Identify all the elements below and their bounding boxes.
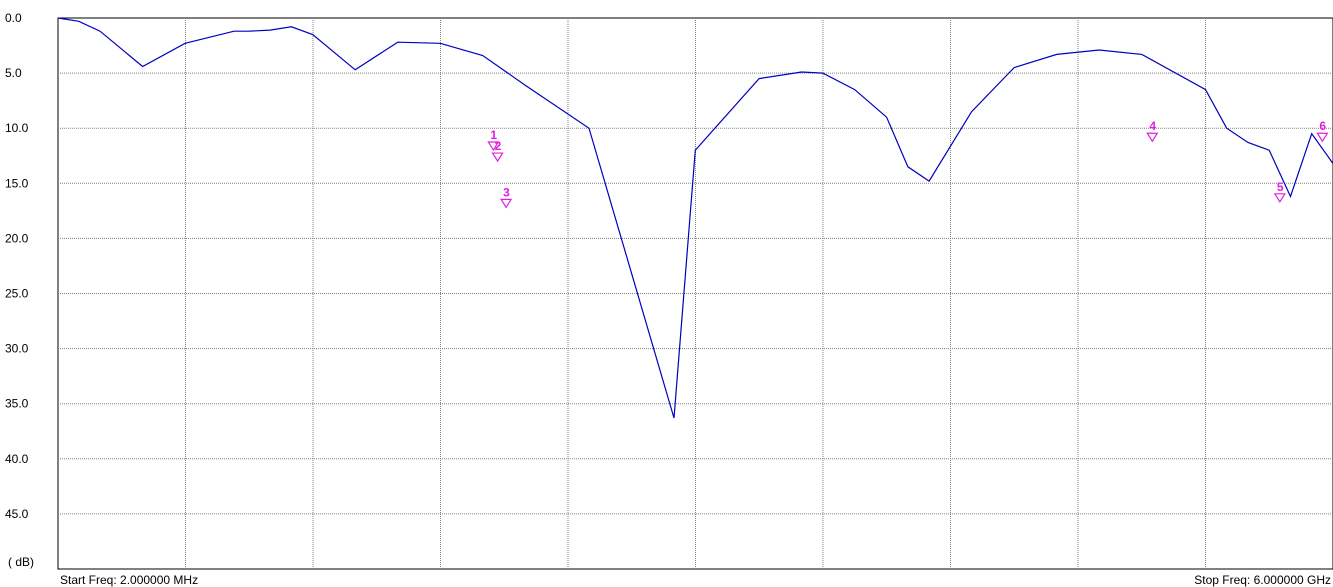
y-tick-label: 20.0 <box>5 231 29 245</box>
y-tick-label: 25.0 <box>5 287 29 301</box>
start-freq-label: Start Freq: 2.000000 MHz <box>60 573 198 587</box>
y-tick-label: 10.0 <box>5 121 29 135</box>
marker-4-label: 4 <box>1149 119 1156 133</box>
y-axis-ticks: 0.0 5.0 10.0 15.0 20.0 25.0 30.0 35.0 40.0 45.0 <box>5 11 29 521</box>
marker-6-label: 6 <box>1319 119 1326 133</box>
y-tick-label: 35.0 <box>5 397 29 411</box>
y-tick-label: 15.0 <box>5 176 29 190</box>
y-tick-label: 45.0 <box>5 507 29 521</box>
y-axis-unit-label: ( dB) <box>8 555 34 569</box>
marker-2-label: 2 <box>495 139 502 153</box>
marker-3-label: 3 <box>503 185 510 199</box>
stop-freq-label: Stop Freq: 6.000000 GHz <box>1194 573 1331 587</box>
marker-5-label: 5 <box>1277 180 1284 194</box>
y-tick-label: 5.0 <box>5 66 22 80</box>
y-tick-label: 40.0 <box>5 452 29 466</box>
y-tick-label: 30.0 <box>5 342 29 356</box>
y-tick-label: 0.0 <box>5 11 22 25</box>
